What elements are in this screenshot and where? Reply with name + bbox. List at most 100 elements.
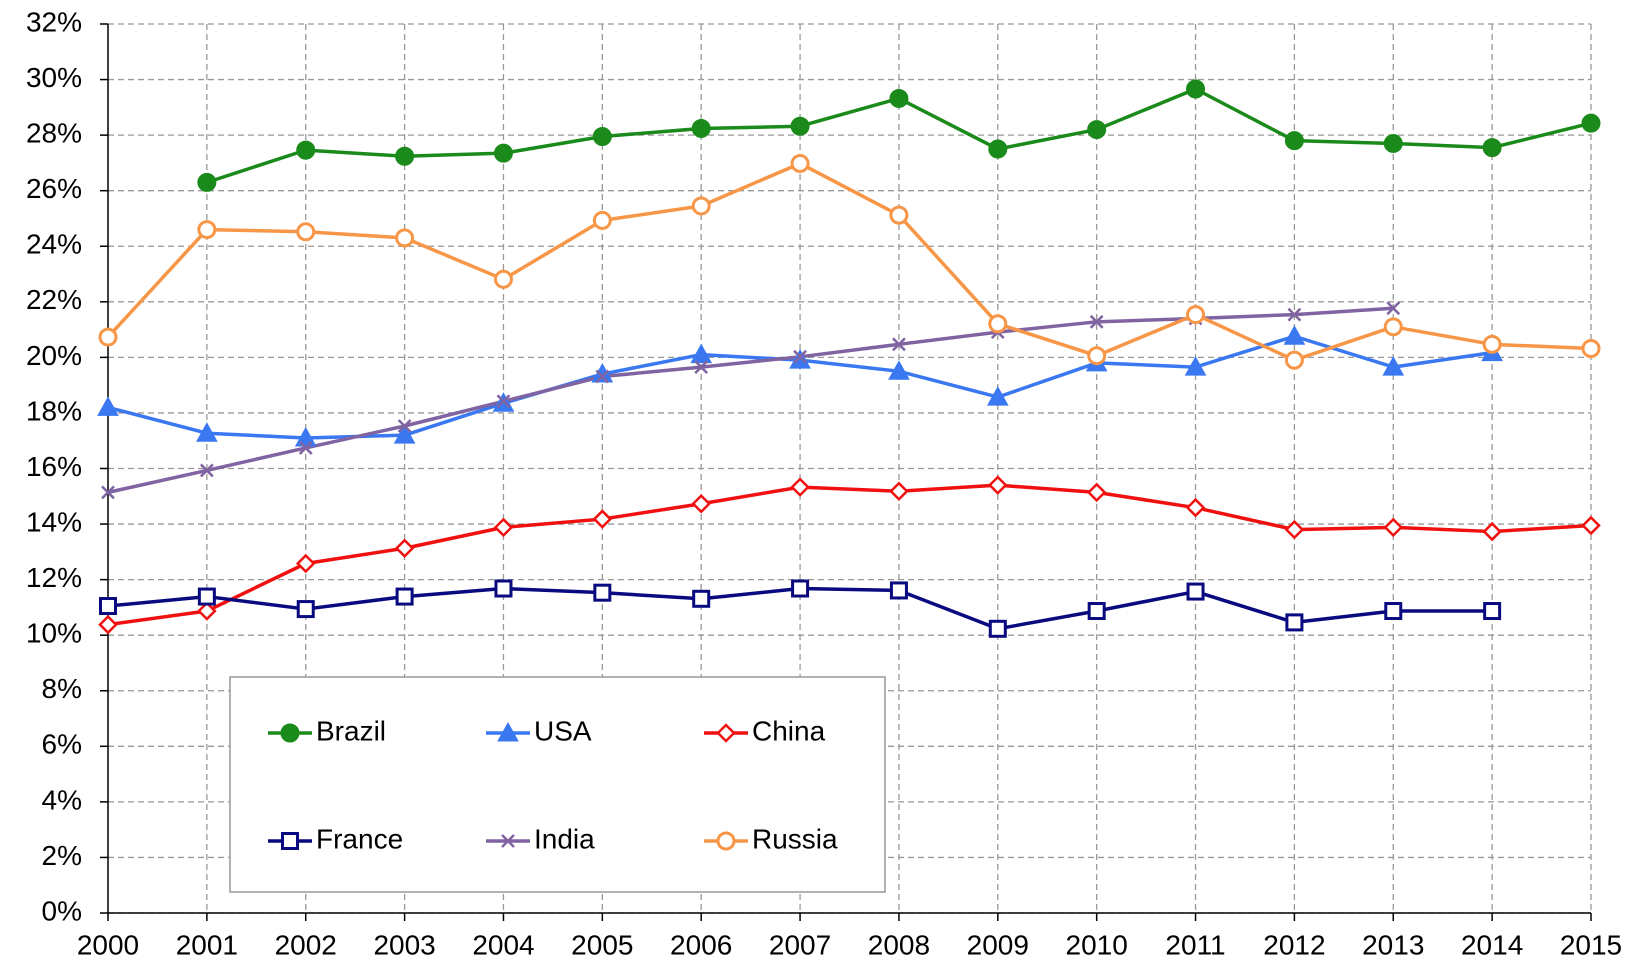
marker [1185,497,1206,518]
legend-label: Brazil [316,715,386,746]
y-tick-label: 12% [26,562,82,593]
marker [789,349,811,369]
legend: Brazil USA China France India Russia [229,676,886,893]
marker [496,394,511,409]
marker [986,386,1009,406]
marker [99,597,117,616]
marker [296,600,315,619]
marker [692,589,711,608]
x-tick-label: 2012 [1263,929,1325,960]
marker [197,220,217,240]
legend-label: France [316,823,403,854]
marker [791,579,810,598]
marker [1383,517,1404,538]
marker [690,343,713,364]
marker [888,360,910,380]
marker [790,153,810,173]
marker [716,723,736,743]
y-tick-label: 2% [42,840,82,871]
marker [196,422,218,442]
x-tick-label: 2007 [769,929,831,960]
marker [296,222,316,242]
marker [497,721,519,742]
series-line [106,161,1592,362]
marker [397,419,412,433]
y-tick-label: 14% [26,506,82,537]
x-tick-label: 2014 [1461,929,1523,960]
marker [892,337,906,352]
x-tick-label: 2013 [1362,929,1424,960]
marker [1186,582,1205,601]
x-tick-label: 2004 [472,929,534,960]
y-tick-label: 16% [26,451,82,482]
x-tick-label: 2005 [571,929,633,960]
marker [592,210,612,230]
marker [494,579,513,598]
marker [280,723,300,743]
marker [1086,482,1107,503]
marker [281,832,299,850]
marker [98,327,118,347]
x-tick-label: 2009 [967,929,1029,960]
marker [197,172,217,192]
y-tick-label: 26% [26,173,82,204]
marker [1581,515,1601,536]
x-tick-label: 2006 [670,929,732,960]
marker [1581,113,1601,133]
marker [1482,521,1502,542]
y-tick-label: 20% [26,340,82,371]
marker [694,360,709,374]
marker [1284,131,1304,151]
marker [395,587,414,606]
marker [501,834,515,848]
marker [1287,307,1302,322]
marker [988,475,1008,495]
marker [790,116,810,136]
marker [592,509,613,529]
marker [790,477,810,497]
marker [1087,602,1106,621]
marker [691,118,711,138]
marker [988,314,1008,334]
marker [395,146,415,166]
marker [1184,356,1207,376]
marker [295,553,316,574]
x-tick-label: 2008 [868,929,930,960]
marker [394,538,415,558]
marker [1089,314,1104,329]
legend-label: China [752,715,826,746]
marker [197,587,216,606]
marker [1087,346,1107,366]
marker [197,601,217,621]
legend-label: USA [534,715,592,746]
marker [1087,120,1107,140]
x-tick-label: 2003 [373,929,435,960]
marker [1284,350,1304,370]
marker [691,196,711,216]
marker [889,481,909,502]
y-tick-label: 30% [26,62,82,93]
y-tick-label: 32% [26,6,82,37]
marker [98,614,118,635]
y-tick-label: 0% [42,895,82,926]
x-tick-label: 2015 [1560,929,1622,960]
marker [889,205,909,225]
x-tick-label: 2000 [77,929,139,960]
y-tick-label: 22% [26,284,82,315]
x-tick-label: 2010 [1066,929,1128,960]
marker [1186,305,1206,325]
marker [101,485,115,500]
marker [1581,338,1601,358]
marker [889,88,909,108]
marker [889,581,908,600]
marker [199,463,214,478]
y-tick-label: 24% [26,229,82,260]
y-tick-label: 18% [26,395,82,426]
marker [988,619,1007,638]
marker [1482,138,1502,158]
series-line [107,306,1394,495]
marker [1386,301,1401,316]
y-tick-label: 28% [26,118,82,149]
